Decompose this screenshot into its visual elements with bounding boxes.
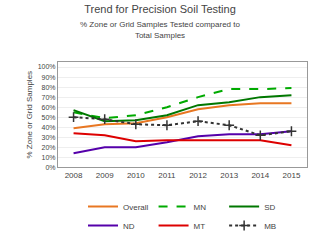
svg-text:Overall: Overall [123,203,149,212]
svg-text:% Zone or Grid Samples: % Zone or Grid Samples [25,71,34,159]
svg-text:90%: 90% [42,74,56,81]
svg-text:2014: 2014 [251,171,269,180]
svg-text:10%: 10% [42,154,56,161]
svg-text:100%: 100% [38,63,56,70]
svg-text:2010: 2010 [127,171,145,180]
svg-text:ND: ND [123,222,135,231]
svg-text:Trend for Precision Soil Testi: Trend for Precision Soil Testing [84,3,236,15]
svg-text:2008: 2008 [65,171,83,180]
svg-text:MN: MN [194,203,207,212]
svg-text:60%: 60% [42,104,56,111]
svg-text:70%: 70% [42,94,56,101]
svg-text:40%: 40% [42,124,56,131]
svg-text:0%: 0% [45,164,55,171]
svg-text:MT: MT [194,222,206,231]
svg-text:20%: 20% [42,144,56,151]
svg-text:MB: MB [264,222,276,231]
svg-text:2012: 2012 [189,171,207,180]
svg-text:2009: 2009 [96,171,114,180]
svg-text:% Zone or Grid Samples Tested: % Zone or Grid Samples Tested compared t… [80,20,240,39]
svg-text:2011: 2011 [158,171,176,180]
svg-text:SD: SD [264,203,275,212]
svg-text:2013: 2013 [220,171,238,180]
svg-text:50%: 50% [42,114,56,121]
svg-text:2015: 2015 [283,171,301,180]
svg-text:80%: 80% [42,84,56,91]
svg-text:30%: 30% [42,134,56,141]
